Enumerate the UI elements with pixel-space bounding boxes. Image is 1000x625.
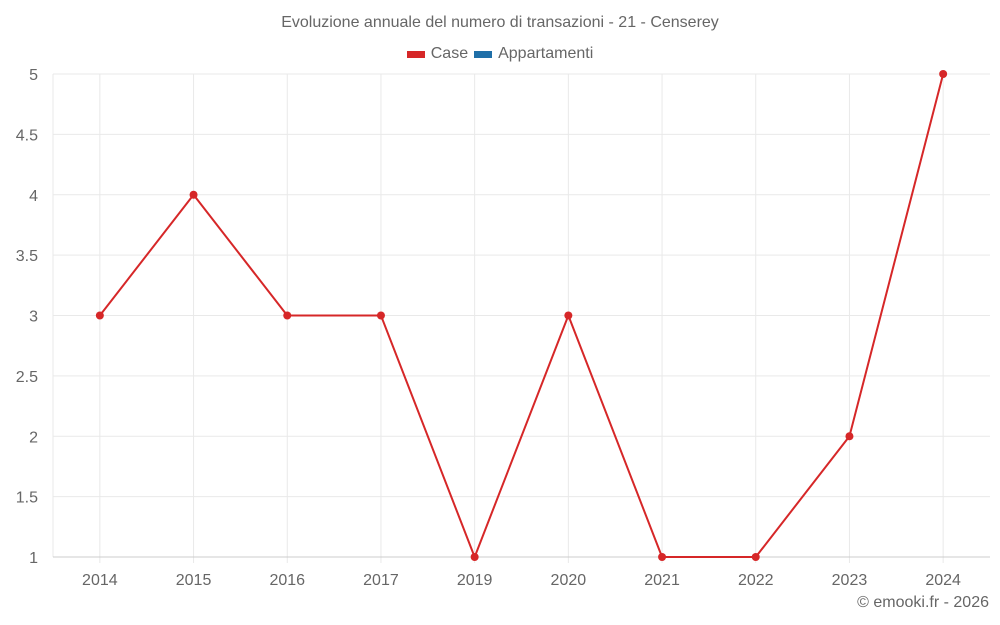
y-tick-label: 3.5 bbox=[16, 248, 38, 265]
x-tick-label: 2021 bbox=[644, 572, 680, 589]
x-tick-label: 2017 bbox=[363, 572, 399, 589]
data-point bbox=[751, 553, 760, 561]
x-tick-label: 2020 bbox=[551, 572, 587, 589]
copyright-credit: © emooki.fr - 2026 bbox=[857, 594, 989, 611]
x-tick-label: 2015 bbox=[176, 572, 212, 589]
y-tick-label: 4 bbox=[29, 188, 38, 205]
data-point bbox=[939, 70, 948, 78]
y-tick-label: 1.5 bbox=[16, 490, 38, 507]
x-tick-label: 2019 bbox=[457, 572, 493, 589]
data-point bbox=[95, 311, 104, 320]
data-point bbox=[283, 311, 292, 320]
data-point bbox=[658, 553, 667, 561]
chart-title: Evoluzione annuale del numero di transaz… bbox=[281, 14, 719, 31]
legend-item-case[interactable]: Case bbox=[406, 45, 469, 63]
x-tick-label: 2016 bbox=[269, 572, 305, 589]
y-tick-label: 4.5 bbox=[16, 127, 38, 144]
chart-legend: Case Appartamenti bbox=[0, 45, 1000, 63]
legend-swatch-appartamenti bbox=[474, 50, 493, 58]
data-point bbox=[470, 553, 479, 561]
legend-label-appartamenti: Appartamenti bbox=[498, 45, 594, 62]
y-tick-label: 3 bbox=[29, 309, 38, 326]
x-tick-label: 2024 bbox=[925, 572, 961, 589]
y-tick-label: 2.5 bbox=[16, 369, 38, 386]
y-tick-label: 1 bbox=[29, 550, 38, 567]
x-tick-label: 2022 bbox=[738, 572, 774, 589]
legend-item-appartamenti[interactable]: Appartamenti bbox=[474, 45, 593, 63]
y-tick-label: 2 bbox=[29, 429, 38, 446]
series-line-case bbox=[99, 73, 945, 558]
data-point bbox=[376, 311, 385, 320]
legend-swatch-case bbox=[406, 50, 425, 58]
y-tick-label: 5 bbox=[29, 67, 38, 84]
data-point bbox=[845, 432, 854, 441]
x-tick-label: 2023 bbox=[832, 572, 868, 589]
data-point bbox=[189, 190, 198, 199]
data-point bbox=[564, 311, 573, 320]
x-tick-label: 2014 bbox=[82, 572, 118, 589]
legend-label-case: Case bbox=[430, 45, 469, 62]
